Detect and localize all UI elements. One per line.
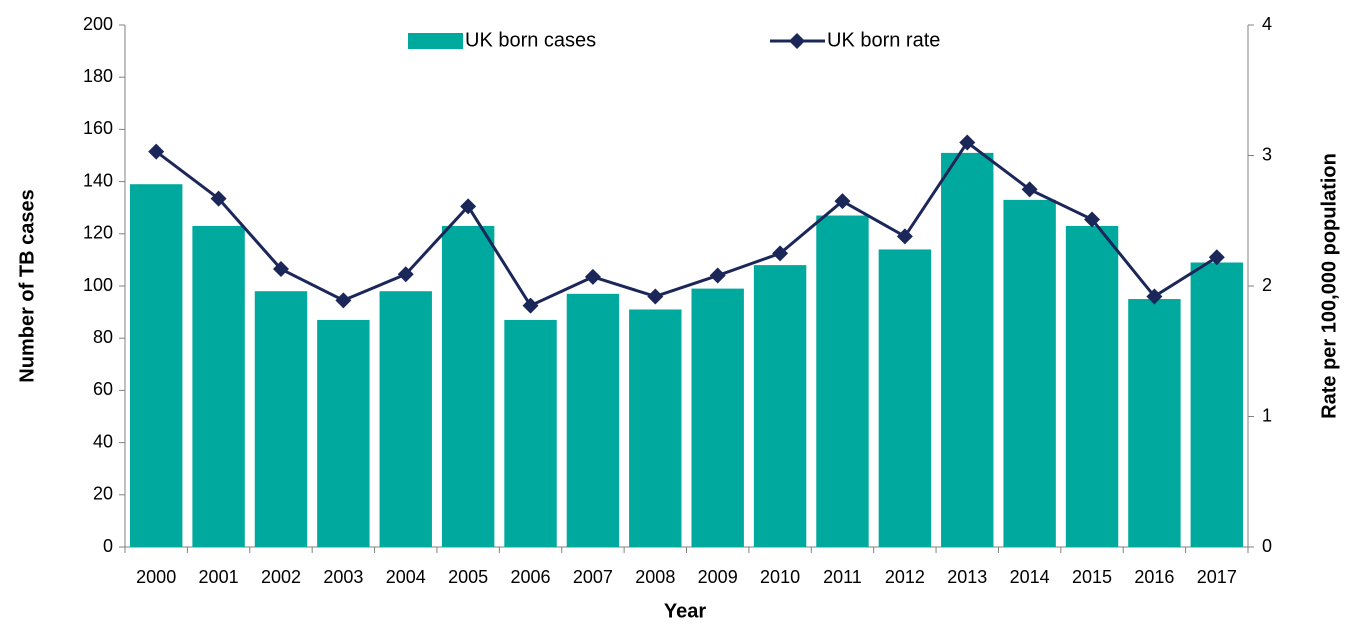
- y2-tick-label: 1: [1262, 405, 1272, 425]
- bar: [192, 225, 245, 547]
- x-tick-label: 2015: [1072, 567, 1112, 587]
- y-tick-label: 20: [93, 484, 113, 504]
- bar: [1128, 299, 1181, 547]
- y-tick-label: 160: [83, 118, 113, 138]
- legend-marker: [789, 33, 805, 49]
- x-tick-label: 2014: [1010, 567, 1050, 587]
- x-tick-label: 2016: [1134, 567, 1174, 587]
- marker: [335, 292, 352, 309]
- y-tick-label: 140: [83, 170, 113, 190]
- marker: [522, 297, 539, 314]
- y2-tick-label: 4: [1262, 14, 1272, 34]
- bar: [566, 293, 620, 547]
- marker: [1021, 181, 1038, 198]
- marker: [647, 288, 664, 305]
- y-tick-label: 60: [93, 379, 113, 399]
- x-tick-label: 2017: [1197, 567, 1237, 587]
- bar: [691, 288, 744, 547]
- marker: [834, 193, 851, 210]
- marker: [460, 198, 477, 215]
- marker: [1084, 211, 1101, 228]
- x-tick-label: 2002: [261, 567, 301, 587]
- marker: [709, 267, 726, 284]
- x-tick-label: 2001: [199, 567, 239, 587]
- x-axis-title: Year: [664, 600, 706, 622]
- marker: [1208, 249, 1225, 266]
- line: [155, 140, 1218, 308]
- bar: [1003, 199, 1056, 547]
- marker: [210, 190, 227, 207]
- bar: [878, 249, 932, 547]
- marker: [397, 266, 414, 283]
- x-tick-label: 2006: [511, 567, 551, 587]
- bar: [379, 291, 432, 547]
- legend-swatch: [408, 33, 463, 49]
- y-tick-label: 40: [93, 431, 113, 451]
- y-tick-label: 100: [83, 275, 113, 295]
- bar: [504, 319, 557, 547]
- bar: [317, 319, 370, 547]
- bar: [941, 152, 994, 547]
- x-tick-label: 2010: [760, 567, 800, 587]
- marker: [148, 143, 165, 160]
- x-tick-label: 2009: [698, 567, 738, 587]
- bar: [629, 309, 682, 547]
- bar: [1065, 225, 1119, 547]
- y-tick-label: 200: [83, 14, 113, 34]
- x-tick-label: 2013: [947, 567, 987, 587]
- marker: [1146, 288, 1163, 305]
- y2-axis-title: Rate per 100,000 population: [1318, 153, 1340, 419]
- bar: [753, 265, 807, 547]
- marker: [896, 228, 913, 245]
- marker: [272, 261, 289, 278]
- x-tick-label: 2000: [136, 567, 176, 587]
- legend-label: UK born rate: [827, 29, 940, 51]
- bar: [441, 225, 495, 547]
- x-tick-label: 2004: [386, 567, 426, 587]
- legend-label: UK born cases: [465, 29, 596, 51]
- marker: [584, 268, 601, 285]
- x-tick-label: 2008: [635, 567, 675, 587]
- bar: [816, 215, 869, 547]
- y2-tick-label: 3: [1262, 144, 1272, 164]
- y-axis-title: Number of TB cases: [16, 189, 38, 382]
- marker: [772, 245, 789, 262]
- y-tick-label: 180: [83, 66, 113, 86]
- y2-tick-label: 0: [1262, 536, 1272, 556]
- x-tick-label: 2005: [448, 567, 488, 587]
- y-tick-label: 80: [93, 327, 113, 347]
- x-tick-label: 2003: [323, 567, 363, 587]
- x-tick-label: 2012: [885, 567, 925, 587]
- y2-tick-label: 2: [1262, 275, 1272, 295]
- bar: [1190, 262, 1244, 547]
- x-tick-label: 2011: [823, 567, 862, 587]
- y-tick-label: 120: [83, 223, 113, 243]
- y-tick-label: 0: [103, 536, 113, 556]
- marker: [959, 134, 976, 151]
- bar: [254, 291, 308, 547]
- x-tick-label: 2007: [573, 567, 613, 587]
- bar: [129, 184, 183, 547]
